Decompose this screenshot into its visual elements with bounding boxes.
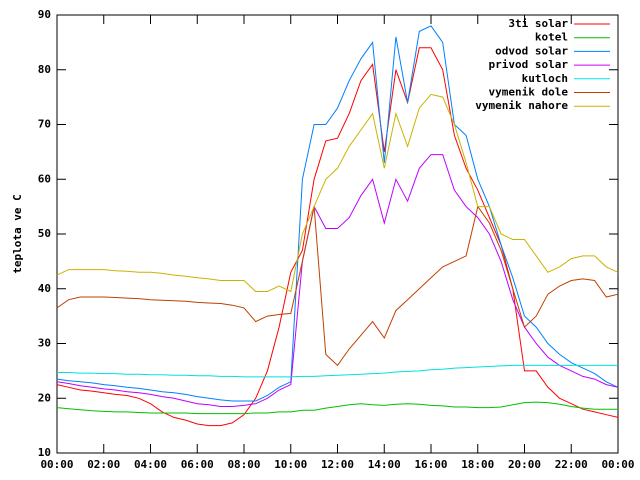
legend-label: privod solar (489, 58, 569, 71)
x-tick-label: 12:00 (321, 458, 354, 471)
y-tick-label: 20 (38, 391, 51, 404)
y-axis-label: teplota ve C (11, 194, 24, 273)
legend-label: 3ti solar (508, 17, 568, 30)
x-tick-label: 20:00 (508, 458, 541, 471)
y-tick-label: 50 (38, 227, 51, 240)
series-line (56, 47, 619, 427)
y-tick-label: 60 (38, 172, 51, 185)
series-line (56, 401, 618, 415)
legend-label: odvod solar (495, 44, 568, 57)
x-tick-label: 00:00 (40, 458, 73, 471)
x-tick-label: 02:00 (87, 458, 120, 471)
series-line (56, 205, 619, 367)
series-line (56, 93, 619, 293)
series-line (56, 154, 619, 407)
x-tick-label: 08:00 (227, 458, 260, 471)
legend-label: vymenik dole (489, 86, 569, 99)
y-tick-label: 80 (38, 63, 51, 76)
x-tick-label: 22:00 (555, 458, 588, 471)
x-tick-label: 16:00 (414, 458, 447, 471)
x-tick-label: 00:00 (601, 458, 634, 471)
y-tick-label: 70 (38, 118, 51, 131)
y-tick-label: 90 (38, 8, 51, 21)
x-tick-label: 10:00 (274, 458, 307, 471)
x-tick-label: 18:00 (461, 458, 494, 471)
x-tick-label: 06:00 (181, 458, 214, 471)
x-tick-label: 04:00 (134, 458, 167, 471)
y-tick-label: 10 (38, 446, 51, 459)
legend-label: kutloch (522, 72, 568, 85)
legend-label: kotel (535, 31, 568, 44)
y-tick-label: 30 (38, 337, 51, 350)
y-tick-label: 40 (38, 282, 51, 295)
series-line (56, 25, 619, 402)
series-line (57, 364, 618, 378)
x-tick-label: 14:00 (368, 458, 401, 471)
legend-label: vymenik nahore (475, 99, 568, 112)
